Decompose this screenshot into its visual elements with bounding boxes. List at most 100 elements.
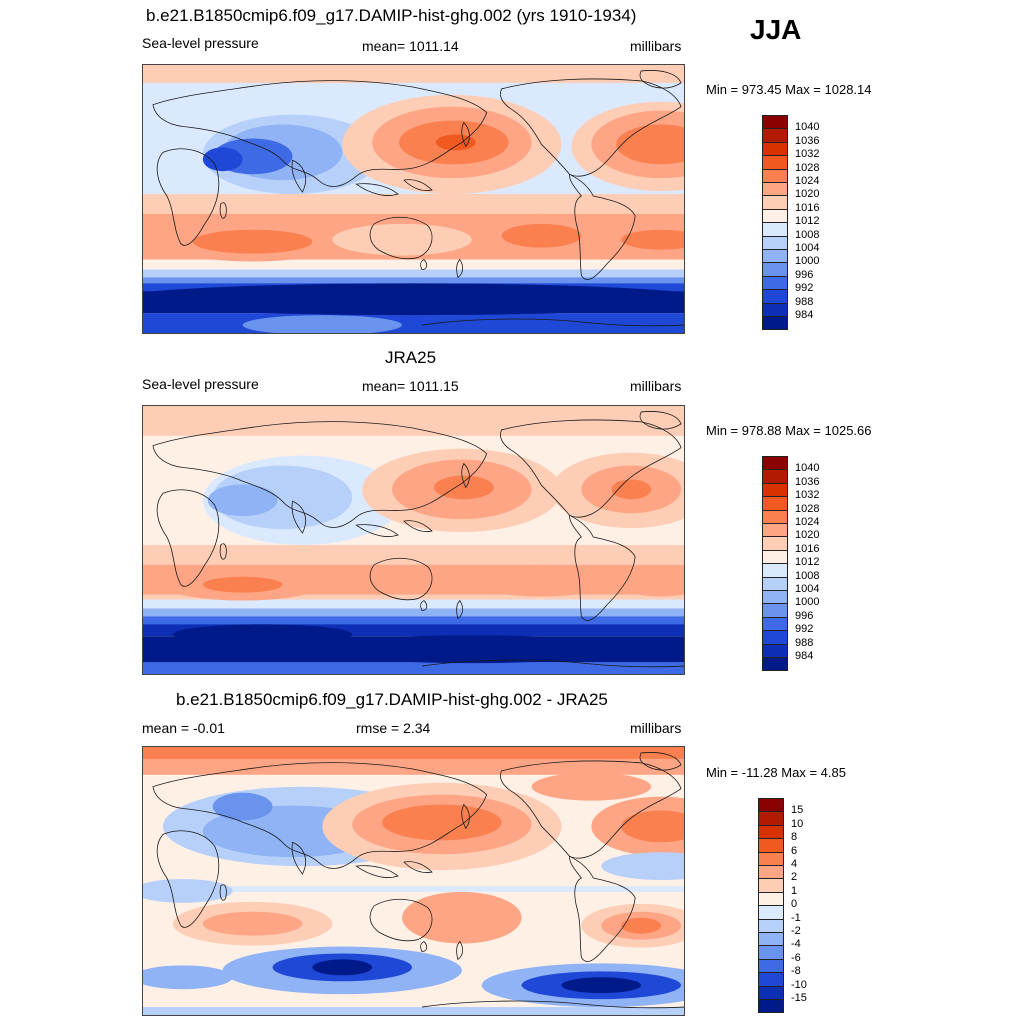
pressure-contour: [433, 475, 494, 500]
diff-colorbar-swatch: [758, 945, 784, 960]
panel-1-minmax: Min = 973.45 Max = 1028.14: [706, 82, 872, 97]
slp-colorbar-swatch: [762, 275, 788, 291]
diff-colorbar-swatch: [758, 851, 784, 866]
diff-colorbar-swatch: [758, 878, 784, 893]
contour-field: [143, 747, 684, 1015]
pressure-contour: [143, 965, 233, 990]
diff-colorbar-swatch: [758, 918, 784, 933]
panel-3-title: b.e21.B1850cmip6.f09_g17.DAMIP-hist-ghg.…: [176, 690, 608, 709]
coastline: [369, 216, 433, 260]
slp-colorbar-tick-label: 988: [795, 636, 814, 649]
diff-colorbar-tick-label: -1: [791, 911, 801, 924]
coastline: [355, 183, 399, 196]
coastline: [461, 462, 470, 489]
panel-3-units: millibars: [630, 720, 682, 736]
coastline: [421, 318, 684, 327]
slp-colorbar-tick-label: 1012: [795, 556, 820, 569]
coastline: [500, 78, 682, 177]
obs-slp-map: [142, 405, 685, 675]
coastline: [219, 543, 227, 560]
slp-colorbar-swatch: [762, 603, 788, 618]
slp-colorbar-swatch: [762, 182, 788, 197]
diff-colorbar-swatch: [758, 824, 784, 840]
slp-colorbar-swatch: [762, 195, 788, 210]
slp-colorbar-swatch: [762, 456, 788, 471]
diff-colorbar-tick-label: 10: [791, 817, 804, 830]
coastline: [639, 752, 682, 771]
slp-colorbar-swatch: [762, 249, 788, 264]
slp-colorbar-swatch: [762, 590, 788, 605]
diff-colorbar-tick-label: 15: [791, 804, 804, 817]
diff-colorbar-tick-label: 1: [791, 884, 798, 897]
panel-1-mean: mean= 1011.14: [362, 38, 459, 54]
slp-colorbar-tick-label: 1008: [795, 569, 820, 582]
slp-colorbar-tick-label: 1032: [795, 489, 820, 502]
coastline: [420, 259, 428, 270]
slp-colorbar-swatch: [762, 316, 788, 331]
pressure-band: [143, 624, 684, 637]
slp-colorbar-swatch: [762, 128, 788, 143]
slp-colorbar-swatch: [762, 523, 788, 538]
slp-colorbar-swatch: [762, 549, 788, 565]
diff-colorbar-tick-label: 6: [791, 844, 798, 857]
coastline: [156, 148, 220, 246]
coastline: [355, 524, 399, 537]
diff-colorbar-swatch: [758, 985, 784, 1000]
pressure-contour: [172, 624, 353, 645]
coastline: [420, 941, 428, 952]
slp-colorbar-swatch: [762, 141, 788, 157]
slp-colorbar-swatch: [762, 536, 788, 551]
slp-colorbar-swatch: [762, 115, 788, 130]
panel-3-mean: mean = -0.01: [142, 720, 225, 736]
coastline: [456, 599, 463, 620]
slp-colorbar-tick-label: 1004: [795, 242, 820, 254]
pressure-band: [143, 65, 684, 83]
coastline: [369, 557, 433, 601]
diff-colorbar-tick-label: -6: [791, 951, 801, 964]
slp-colorbar-swatch: [762, 168, 788, 183]
slp-colorbar-swatch: [762, 302, 788, 317]
pressure-contour: [501, 223, 582, 248]
panel-1-variable-label: Sea-level pressure: [142, 35, 259, 51]
pressure-contour: [382, 804, 502, 841]
slp-colorbar-tick-label: 1028: [795, 502, 820, 515]
diff-colorbar-swatch: [758, 811, 784, 826]
slp-colorbar-tick-label: 1000: [795, 596, 820, 609]
slp-colorbar-tick-label: 1024: [795, 516, 820, 528]
pressure-contour: [561, 977, 642, 994]
slp-colorbar-swatch: [762, 576, 788, 591]
panel-1-colorbar: 1040 1036 1032 1028 1024 1020 1016 1012 1008 1004…: [762, 115, 842, 331]
pressure-contour: [621, 229, 684, 250]
coastline: [369, 898, 433, 942]
panel-1-title: b.e21.B1850cmip6.f09_g17.DAMIP-hist-ghg.…: [146, 6, 637, 25]
slp-colorbar-swatch: [762, 509, 788, 524]
slp-colorbar-tick-label: 1020: [795, 188, 820, 201]
diff-colorbar-swatch: [758, 972, 784, 987]
coastline: [421, 1000, 684, 1009]
pressure-contour: [192, 229, 313, 254]
diff-colorbar-swatch: [758, 999, 784, 1014]
slp-colorbar-swatch: [762, 262, 788, 277]
coastline: [219, 884, 227, 901]
pressure-band: [143, 747, 684, 759]
coastline: [461, 121, 470, 148]
panel-2-title: JRA25: [385, 348, 437, 367]
pressure-contour: [402, 891, 522, 944]
slp-colorbar-swatch: [762, 208, 788, 224]
pressure-contour: [207, 484, 278, 517]
slp-colorbar-tick-label: 1020: [795, 529, 820, 542]
pressure-band: [143, 277, 684, 286]
coastline: [569, 173, 636, 280]
slp-colorbar-swatch: [762, 657, 788, 672]
diff-colorbar-swatch: [758, 905, 784, 920]
panel-1-units: millibars: [630, 38, 682, 54]
coastline: [456, 940, 463, 961]
coastline: [156, 830, 220, 928]
diff-colorbar-swatch: [758, 798, 784, 813]
slp-colorbar-tick-label: 1036: [795, 475, 820, 488]
slp-colorbar-tick-label: 992: [795, 282, 814, 295]
slp-colorbar-swatch: [762, 469, 788, 484]
slp-colorbar-tick-label: 1000: [795, 255, 820, 268]
coastline: [569, 514, 636, 621]
panel-2-units: millibars: [630, 378, 682, 394]
